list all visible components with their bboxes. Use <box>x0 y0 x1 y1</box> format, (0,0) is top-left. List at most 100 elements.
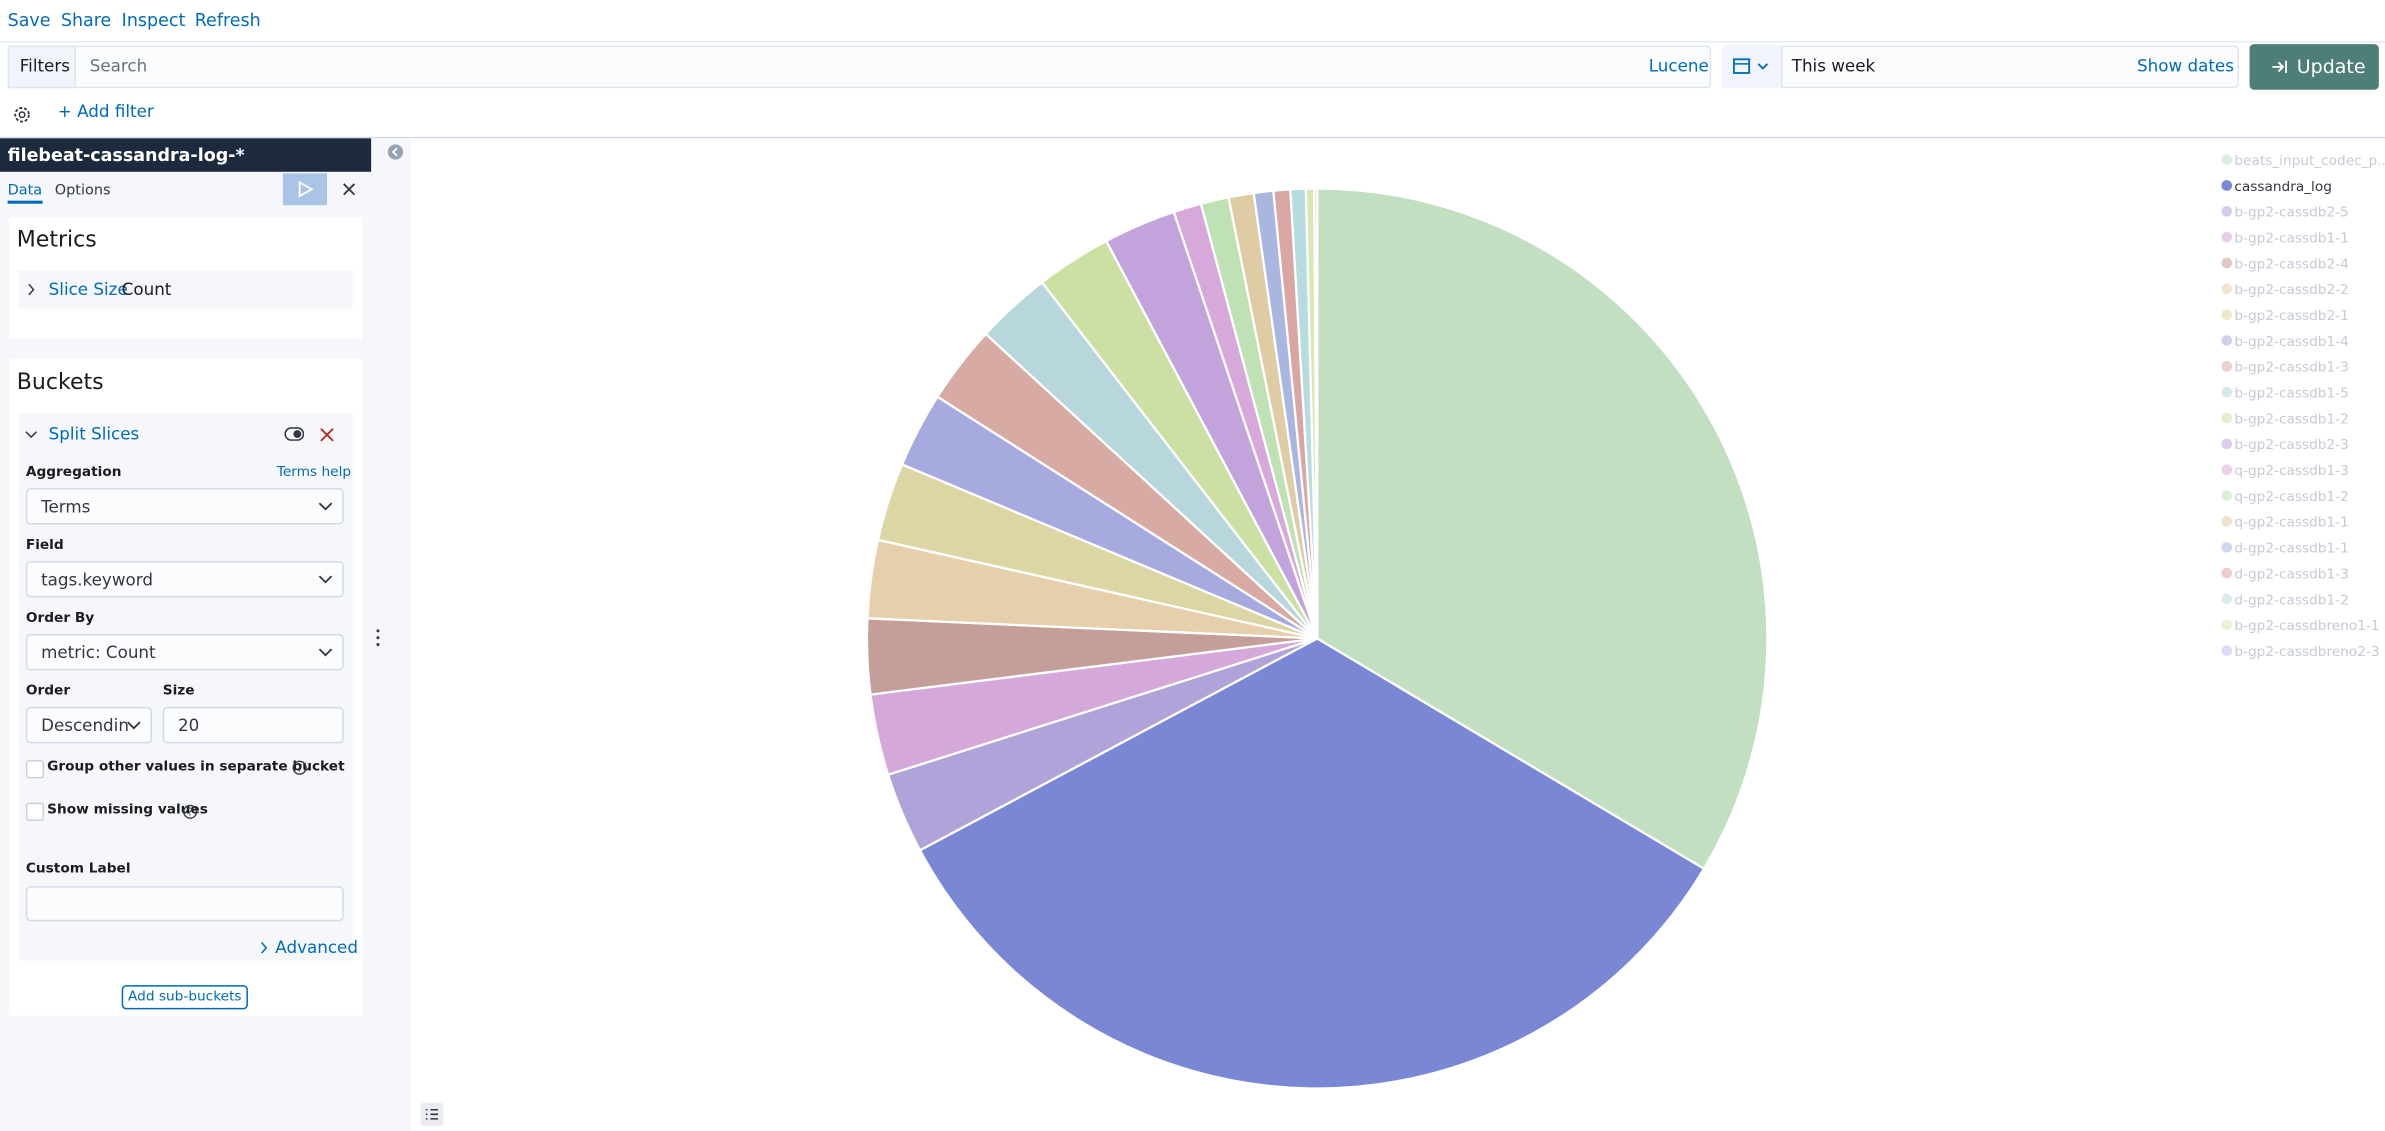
collapse-icon[interactable] <box>386 143 404 161</box>
legend-swatch <box>2221 567 2233 579</box>
toggle-icon[interactable] <box>284 427 305 441</box>
gear-icon[interactable] <box>12 105 32 125</box>
aggregation-value: Terms <box>41 497 91 517</box>
legend-entry[interactable]: q-gp2-cassdb1-2 <box>2234 489 2348 505</box>
data-tab[interactable]: Data <box>7 182 43 204</box>
legend-entry[interactable]: beats_input_codec_p... <box>2234 153 2385 169</box>
filters-button[interactable] <box>7 45 77 89</box>
date-picker[interactable] <box>1721 45 2239 89</box>
legend-entry[interactable]: d-gp2-cassdb1-2 <box>2234 592 2348 608</box>
quick-menu[interactable] <box>1721 45 1783 89</box>
legend-entry[interactable]: b-gp2-cassdb1-4 <box>2234 334 2348 350</box>
pie-slice[interactable] <box>1316 187 1769 871</box>
legend-swatch <box>2221 180 2233 191</box>
order-by-label: Order By <box>25 611 95 627</box>
size-label: Size <box>162 684 195 700</box>
save-link[interactable]: Save <box>7 9 51 31</box>
size-input[interactable]: 20 <box>162 706 344 744</box>
buckets-title: Buckets <box>16 370 104 396</box>
caret <box>318 502 333 511</box>
legend-swatch <box>2221 309 2233 321</box>
aggregation-select[interactable]: Terms <box>25 487 344 525</box>
pie-slice[interactable] <box>918 637 1706 1090</box>
calendar-icon <box>1733 58 1769 74</box>
legend-swatch <box>2221 361 2233 372</box>
update-button[interactable]: Update <box>2249 44 2379 90</box>
svg-text:?: ? <box>297 762 303 775</box>
index-header <box>0 138 372 172</box>
order-value: Descendin <box>41 716 129 736</box>
legend-entry[interactable]: d-gp2-cassdb1-3 <box>2234 566 2348 582</box>
legend-entry[interactable]: b-gp2-cassdb2-3 <box>2234 437 2348 453</box>
legend-swatch <box>2221 386 2233 398</box>
group-other-checkbox[interactable] <box>25 760 45 779</box>
metric-item[interactable] <box>18 270 353 309</box>
legend-entry[interactable]: b-gp2-cassdb1-1 <box>2234 230 2348 246</box>
add-sub-buckets[interactable]: Add sub-buckets <box>121 985 248 1010</box>
top-nav <box>0 0 2385 43</box>
legend-entry[interactable]: q-gp2-cassdb1-1 <box>2234 515 2348 531</box>
legend-entry[interactable]: cassandra_log <box>2234 179 2332 195</box>
legend-entry[interactable]: b-gp2-cassdb1-2 <box>2234 411 2348 427</box>
legend-entry[interactable]: d-gp2-cassdb1-1 <box>2234 541 2348 557</box>
play-icon <box>298 180 314 198</box>
order-label: Order <box>25 684 71 700</box>
show-dates[interactable]: Show dates <box>2137 56 2234 77</box>
field-label: Field <box>25 538 64 554</box>
group-other-label: Group other values in separate bucket <box>47 760 345 776</box>
legend-swatch <box>2221 205 2233 217</box>
field-value: tags.keyword <box>41 570 153 590</box>
caret <box>127 721 141 730</box>
divider <box>0 136 2385 139</box>
query-input[interactable] <box>7 45 1712 89</box>
update-label: Update <box>2296 54 2366 78</box>
add-filter[interactable]: + Add filter <box>57 101 154 122</box>
legend-entry[interactable]: b-gp2-cassdb1-3 <box>2234 360 2348 376</box>
legend-entry[interactable]: q-gp2-cassdb1-3 <box>2234 463 2348 479</box>
search-placeholder: Search <box>89 56 148 77</box>
index-pattern: filebeat-cassandra-log-* <box>7 144 245 166</box>
metrics-title: Metrics <box>16 228 97 253</box>
order-by-select[interactable]: metric: Count <box>25 633 344 671</box>
inspect-link[interactable]: Inspect <box>121 9 186 31</box>
metric-label: Slice Size <box>48 279 128 300</box>
legend-entry[interactable]: b-gp2-cassdbreno2-3 <box>2234 644 2379 660</box>
legend-entry[interactable]: b-gp2-cassdb2-5 <box>2234 205 2348 221</box>
pie-slice[interactable] <box>1313 187 1319 639</box>
advanced-toggle[interactable]: Advanced <box>275 937 358 958</box>
caret <box>318 575 333 584</box>
custom-label-input[interactable] <box>25 886 344 922</box>
legend-swatch <box>2221 412 2233 424</box>
resize-handle[interactable] <box>374 628 382 648</box>
metric-value: Count <box>121 279 172 300</box>
field-select[interactable]: tags.keyword <box>25 560 344 598</box>
legend-entry[interactable]: b-gp2-cassdb2-4 <box>2234 256 2348 272</box>
legend-swatch <box>2221 645 2233 656</box>
legend-entry[interactable]: b-gp2-cassdb2-2 <box>2234 282 2348 298</box>
terms-help[interactable]: Terms help <box>276 465 352 481</box>
time-range: This week <box>1791 56 1876 77</box>
show-missing-checkbox[interactable] <box>25 802 45 821</box>
language-switch[interactable]: Lucene <box>1648 56 1709 77</box>
refresh-link[interactable]: Refresh <box>194 9 261 31</box>
remove-icon[interactable] <box>319 427 334 442</box>
share-link[interactable]: Share <box>60 9 112 31</box>
chevron <box>28 283 35 296</box>
order-select[interactable]: Descendin <box>25 706 153 744</box>
aggregation-label: Aggregation <box>25 465 122 481</box>
legend-swatch <box>2221 231 2233 243</box>
bucket-label[interactable]: Split Slices <box>48 424 140 444</box>
legend-swatch <box>2221 490 2233 501</box>
legend-entry[interactable]: b-gp2-cassdb2-1 <box>2234 308 2348 324</box>
options-tab[interactable]: Options <box>54 182 111 200</box>
legend-toggle[interactable] <box>420 1102 444 1126</box>
legend-entry[interactable]: b-gp2-cassdb1-5 <box>2234 386 2348 402</box>
legend-entry[interactable]: b-gp2-cassdbreno1-1 <box>2234 618 2379 634</box>
update-icon <box>2272 60 2287 73</box>
size-value: 20 <box>177 716 200 736</box>
discard-icon[interactable] <box>341 181 358 198</box>
legend-swatch <box>2221 335 2233 346</box>
apply-button[interactable] <box>282 173 328 206</box>
